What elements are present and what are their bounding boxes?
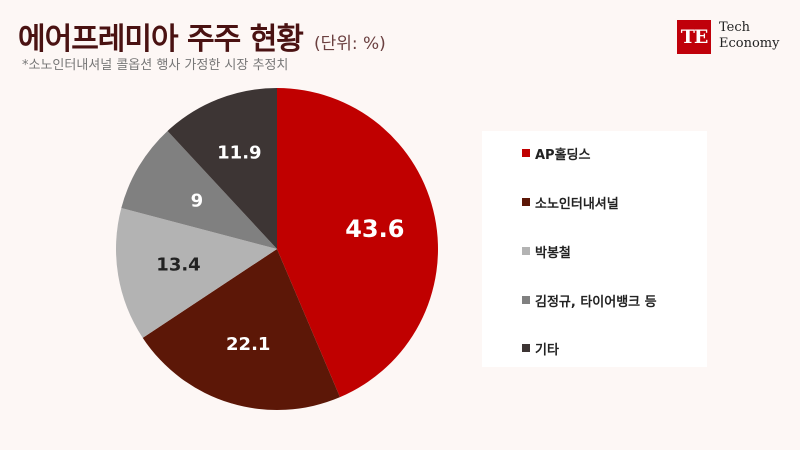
pie-slice-4 [121,130,277,249]
logo-mark: TE [677,20,711,54]
legend-swatch [522,149,530,157]
tech-economy-logo: TE Tech Economy [677,20,787,54]
legend-label: 소노인터내셔널 [535,196,619,212]
pie-slice-2 [142,249,341,410]
legend-label: 기타 [535,342,559,358]
legend-item-4: 김정규, 타이어뱅크 등 [522,290,657,310]
legend-swatch [522,198,530,206]
chart-subtitle: *소노인터내셔널 콜옵션 행사 가정한 시장 추정치 [22,58,289,73]
chart-title: 에어프레미아 주주 현황 [18,22,304,57]
legend-label: 박봉철 [535,245,571,261]
legend-swatch [522,247,530,255]
data-label-5: 11.9 [217,143,261,164]
pie-slice-1 [277,88,439,398]
legend-item-5: 기타 [522,338,559,358]
legend-swatch [522,296,530,304]
legend-label: AP홀딩스 [535,147,591,163]
data-label-3: 13.4 [156,255,200,276]
unit-label: (단위: %) [313,34,386,54]
data-label-4: 9 [191,190,204,211]
pie-slice-5 [167,88,277,249]
logo-line-1: Tech [719,20,751,35]
legend-item-3: 박봉철 [522,241,571,261]
pie-slice-3 [115,207,277,338]
title-area: 에어프레미아 주주 현황 (단위: %) [18,14,386,58]
legend-label: 김정규, 타이어뱅크 등 [535,294,657,310]
legend-item-1: AP홀딩스 [522,143,590,163]
legend-item-2: 소노인터내셔널 [522,192,619,212]
data-label-1: 43.6 [345,215,404,243]
legend-swatch [522,344,530,352]
data-label-2: 22.1 [226,334,270,355]
logo-wordmark: Tech Economy [719,20,779,52]
logo-line-2: Economy [719,36,780,51]
